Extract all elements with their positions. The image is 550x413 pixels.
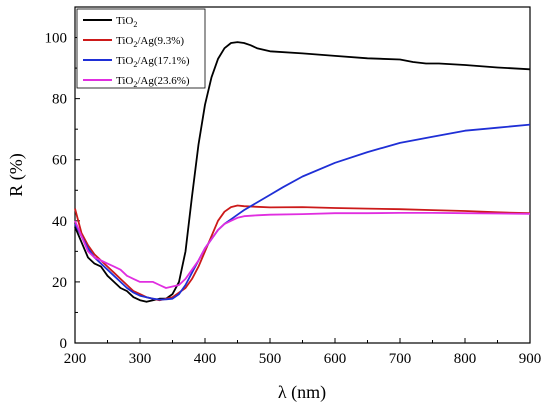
legend-label-tail: /Ag(9.3%)	[137, 35, 184, 47]
legend-label-subscript: 2	[133, 20, 137, 29]
legend-label: TiO2/Ag(23.6%)	[116, 75, 190, 89]
legend: TiO2TiO2/Ag(9.3%)TiO2/Ag(17.1%)TiO2/Ag(2…	[76, 8, 206, 89]
legend-label-tail: /Ag(17.1%)	[137, 55, 190, 67]
legend-label-main: TiO	[116, 55, 133, 67]
legend-label-subscript: 2	[133, 80, 137, 89]
legend-label-subscript: 2	[133, 40, 137, 49]
legend-label-tail: /Ag(23.6%)	[137, 75, 190, 87]
legend-label: TiO2	[116, 15, 137, 29]
legend-label-main: TiO	[116, 75, 133, 87]
legend-box	[76, 8, 206, 89]
x-tick-label: 600	[324, 351, 347, 367]
y-tick-label: 40	[52, 214, 67, 230]
x-tick-label: 200	[64, 351, 87, 367]
x-tick-label: 500	[259, 351, 282, 367]
legend-label: TiO2/Ag(9.3%)	[116, 35, 184, 49]
x-tick-label: 400	[194, 351, 217, 367]
y-tick-label: 20	[52, 275, 67, 291]
series-line-2	[74, 204, 531, 302]
series-line-3	[74, 123, 531, 301]
x-tick-label: 700	[389, 351, 412, 367]
x-tick-label: 900	[519, 351, 542, 367]
legend-label-subscript: 2	[133, 60, 137, 69]
legend-label-main: TiO	[116, 35, 133, 47]
y-tick-label: 60	[52, 153, 67, 169]
y-tick-label: 80	[52, 92, 67, 108]
y-tick-label: 0	[60, 336, 68, 352]
series-line-1	[74, 41, 531, 303]
series-layer	[74, 41, 531, 303]
x-tick-label: 300	[129, 351, 152, 367]
x-tick-label: 800	[454, 351, 477, 367]
axes-layer: 200 300 400 500 600 700 800 900 0 20 40 60 80 100	[45, 31, 542, 367]
series-line-4	[74, 212, 531, 289]
x-axis-title: λ (nm)	[278, 382, 326, 403]
y-axis-title: R (%)	[6, 153, 27, 197]
legend-label: TiO2/Ag(17.1%)	[116, 55, 190, 69]
legend-label-main: TiO	[116, 15, 133, 27]
y-tick-label: 100	[45, 31, 68, 47]
